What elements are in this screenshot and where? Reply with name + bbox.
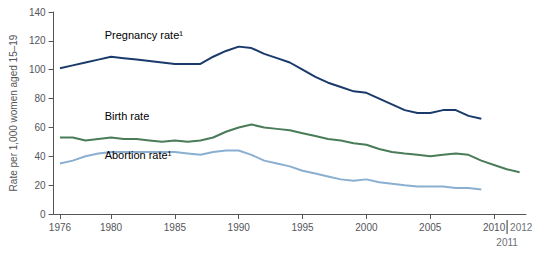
svg-text:2010: 2010 [483,222,506,233]
svg-text:2005: 2005 [419,222,442,233]
svg-text:2011: 2011 [496,237,518,248]
svg-text:80: 80 [34,93,46,104]
svg-text:40: 40 [34,151,46,162]
svg-text:1976: 1976 [49,222,72,233]
svg-text:100: 100 [29,64,46,75]
svg-text:140: 140 [29,7,46,18]
svg-text:1980: 1980 [100,222,123,233]
svg-text:1990: 1990 [228,222,251,233]
svg-text:20: 20 [34,180,46,191]
svg-text:Birth rate: Birth rate [105,110,150,122]
svg-text:120: 120 [29,35,46,46]
svg-text:1985: 1985 [164,222,187,233]
svg-text:2012: 2012 [510,222,533,233]
svg-text:1995: 1995 [291,222,314,233]
svg-text:60: 60 [34,122,46,133]
svg-text:Pregnancy rate¹: Pregnancy rate¹ [105,29,184,41]
svg-text:0: 0 [40,209,46,220]
svg-text:Abortion rate¹: Abortion rate¹ [105,149,172,161]
svg-text:2000: 2000 [355,222,378,233]
svg-text:Rate per 1,000 women aged 15–1: Rate per 1,000 women aged 15–19 [8,34,19,191]
